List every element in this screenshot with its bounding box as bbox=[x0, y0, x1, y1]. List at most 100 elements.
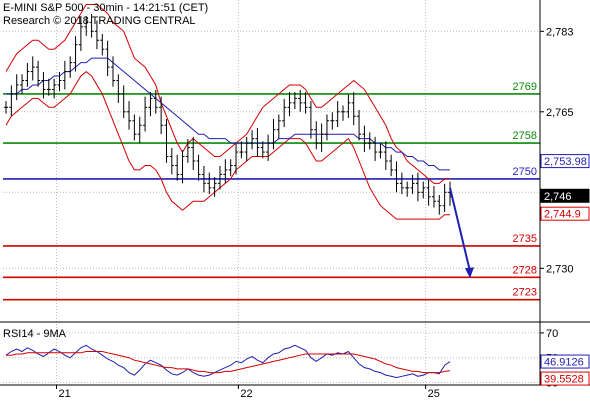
price-bar bbox=[25, 63, 30, 87]
price-tag-0: 2,753.98 bbox=[540, 154, 590, 169]
price-bar bbox=[399, 172, 404, 195]
price-tag-2-box bbox=[540, 206, 590, 221]
price-bar bbox=[250, 130, 255, 150]
price-bar bbox=[308, 101, 313, 139]
price-bar bbox=[362, 125, 367, 153]
level-label-2750: 2750 bbox=[513, 166, 537, 178]
price-bar bbox=[62, 60, 67, 90]
price-bar bbox=[421, 181, 426, 199]
projection-arrow bbox=[449, 187, 474, 279]
price-bar bbox=[100, 33, 105, 56]
price-bar bbox=[78, 16, 83, 51]
price-bar bbox=[282, 98, 287, 128]
x-tick-label: 22 bbox=[240, 388, 252, 400]
price-bar bbox=[52, 78, 57, 99]
price-bar bbox=[266, 134, 271, 161]
level-label-2758: 2758 bbox=[513, 130, 537, 142]
support-resistance-levels: 2769 2758 2750 2735 2728 2723 bbox=[3, 81, 540, 301]
price-bar bbox=[196, 154, 201, 181]
lower-band-line bbox=[5, 70, 450, 220]
price-bar bbox=[442, 183, 447, 212]
price-bar bbox=[319, 123, 324, 153]
price-bar bbox=[30, 56, 35, 81]
price-bar bbox=[159, 96, 164, 135]
price-bar bbox=[373, 136, 378, 161]
rsi-panel bbox=[5, 344, 451, 379]
price-tag-1: 2,746 bbox=[540, 188, 590, 203]
price-bar bbox=[185, 139, 190, 163]
price-bar bbox=[383, 141, 388, 170]
price-bar bbox=[148, 92, 153, 117]
x-tick-label: 21 bbox=[58, 388, 70, 400]
level-label-2735: 2735 bbox=[513, 233, 537, 245]
projection-line bbox=[449, 187, 471, 272]
price-bar bbox=[351, 92, 356, 126]
price-bar bbox=[175, 154, 180, 181]
y-tick-label: 2,783 bbox=[546, 26, 574, 38]
price-bar bbox=[116, 74, 121, 103]
price-bar bbox=[217, 165, 222, 190]
price-bar bbox=[169, 148, 174, 175]
y-tick-label: 2,765 bbox=[546, 107, 574, 119]
price-bar bbox=[121, 85, 126, 119]
price-bar bbox=[324, 114, 329, 141]
price-bar bbox=[437, 194, 442, 215]
price-bar bbox=[164, 118, 169, 163]
y-tick-label: 2,730 bbox=[546, 263, 574, 275]
grid-layer bbox=[3, 0, 540, 385]
price-bar bbox=[314, 121, 319, 150]
price-bar bbox=[110, 56, 115, 87]
chart-copyright: Research © 2018 TRADING CENTRAL bbox=[3, 15, 196, 27]
price-bar bbox=[127, 101, 132, 130]
price-bar bbox=[389, 154, 394, 177]
price-bar bbox=[298, 89, 303, 112]
price-tag-1-box bbox=[540, 188, 590, 203]
price-bar bbox=[57, 72, 62, 92]
rsi-line bbox=[5, 344, 451, 379]
price-bar bbox=[260, 141, 265, 159]
price-bar bbox=[292, 92, 297, 110]
price-bar bbox=[228, 159, 233, 177]
price-bar bbox=[46, 78, 51, 96]
level-label-2728: 2728 bbox=[513, 264, 537, 276]
price-bar bbox=[14, 74, 19, 101]
price-tag-0-box bbox=[540, 154, 590, 169]
price-bar bbox=[335, 101, 340, 128]
price-bar bbox=[4, 101, 8, 114]
rsi-tag-0-box bbox=[540, 354, 590, 369]
price-bar bbox=[244, 136, 249, 161]
price-bar bbox=[276, 114, 281, 139]
price-bar bbox=[143, 96, 148, 132]
price-bars bbox=[4, 13, 452, 215]
price-bar bbox=[303, 92, 308, 114]
price-bar bbox=[410, 174, 415, 195]
x-tick-label: 25 bbox=[428, 388, 440, 400]
rsi-ma-line bbox=[6, 351, 451, 374]
price-tag-1-text: 2,746 bbox=[544, 191, 572, 203]
price-bar bbox=[367, 132, 372, 150]
price-bar bbox=[132, 114, 137, 141]
price-bar bbox=[223, 159, 228, 184]
price-bar bbox=[207, 172, 212, 195]
rsi-tag-0: 46.9126 bbox=[540, 354, 590, 369]
price-tag-2: 2,744.9 bbox=[540, 206, 590, 221]
price-bar bbox=[415, 172, 420, 202]
rsi-tag-1: 39.5528 bbox=[540, 371, 590, 386]
price-bar bbox=[41, 72, 46, 99]
bollinger-bands bbox=[5, 4, 450, 220]
price-bar bbox=[330, 112, 335, 130]
price-bar bbox=[201, 165, 206, 193]
price-bar bbox=[153, 89, 158, 114]
price-bar bbox=[378, 143, 383, 159]
rsi-tag-1-box bbox=[540, 371, 590, 386]
level-label-2769: 2769 bbox=[513, 81, 537, 93]
price-bar bbox=[20, 74, 25, 94]
price-bar bbox=[84, 16, 89, 36]
price-bar bbox=[73, 36, 78, 72]
price-bar bbox=[239, 141, 244, 159]
price-bar bbox=[346, 94, 351, 119]
moving-average-line bbox=[6, 57, 450, 171]
price-bar bbox=[234, 143, 239, 175]
